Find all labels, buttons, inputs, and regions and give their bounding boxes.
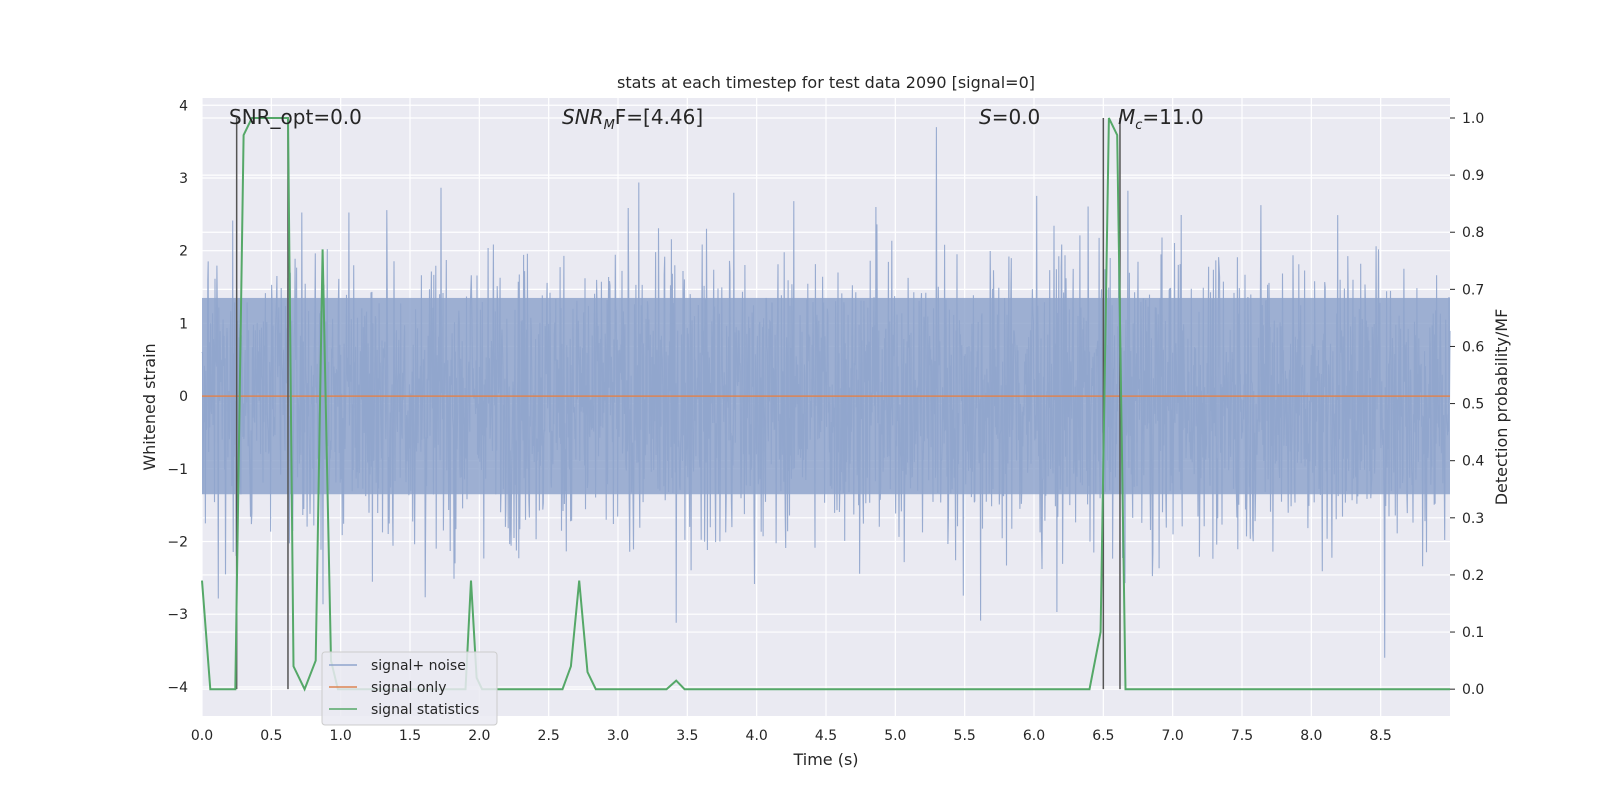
annotation-snr-mf: SNRMF=[4.46]: [562, 105, 703, 133]
y-right-tick-label: 0.7: [1462, 282, 1484, 298]
y-left-tick-label: 1: [179, 316, 188, 332]
y-right-tick-label: 0.2: [1462, 568, 1484, 584]
y-left-tick-label: 2: [179, 244, 188, 260]
y-right-tick-label: 0.8: [1462, 225, 1484, 241]
x-tick-label: 7.5: [1231, 728, 1253, 744]
x-tick-label: 0.0: [191, 728, 213, 744]
legend-box: [321, 651, 498, 726]
s-italic: S: [979, 105, 992, 129]
x-tick-label: 2.0: [468, 728, 490, 744]
mc-sub: c: [1135, 118, 1142, 133]
mc-rest: =11.0: [1142, 105, 1203, 129]
y-left-tick-label: 3: [179, 171, 188, 187]
s-rest: =0.0: [992, 105, 1041, 129]
legend-label-signal-statistics: signal statistics: [371, 702, 479, 718]
x-tick-label: 2.5: [538, 728, 560, 744]
mc-base: M: [1118, 105, 1135, 129]
y-right-tick-label: 0.1: [1462, 625, 1484, 641]
snr-mf-sub: M: [604, 118, 615, 133]
x-tick-label: 1.0: [330, 728, 352, 744]
legend-label-signal-noise: signal+ noise: [371, 658, 466, 674]
y-right-tick-label: 0.4: [1462, 454, 1484, 470]
y-right-tick-label: 0.3: [1462, 511, 1484, 527]
legend: signal+ noise signal only signal statist…: [321, 651, 498, 726]
snr-mf-base: SNR: [562, 105, 604, 129]
y-right-tick-label: 1.0: [1462, 111, 1484, 127]
y-left-tick-label: −3: [167, 607, 188, 623]
x-tick-label: 8.5: [1370, 728, 1392, 744]
y-left-tick-label: 0: [179, 389, 188, 405]
y-left-tick-label: −2: [167, 535, 188, 551]
x-tick-label: 1.5: [399, 728, 421, 744]
tick-labels: 0.0 0.5 1.0 1.5 2.0 2.5 3.0 3.5 4.0 4.5 5.0 5.5 6.0 6…: [167, 98, 1484, 744]
chart-title: stats at each timestep for test data 209…: [617, 73, 1035, 92]
snr-mf-rest: F=[4.46]: [615, 105, 703, 129]
y-left-tick-label: −1: [167, 462, 188, 478]
y-right-tick-label: 0.0: [1462, 682, 1484, 698]
x-tick-label: 6.0: [1023, 728, 1045, 744]
annotation-s: S=0.0: [979, 105, 1040, 129]
x-tick-label: 8.0: [1300, 728, 1322, 744]
x-tick-label: 7.0: [1162, 728, 1184, 744]
y-left-tick-label: 4: [179, 98, 188, 114]
x-tick-label: 6.5: [1092, 728, 1114, 744]
y-right-tick-label: 0.9: [1462, 168, 1484, 184]
x-axis-label: Time (s): [792, 750, 858, 769]
x-tick-label: 3.5: [676, 728, 698, 744]
y-right-tick-label: 0.5: [1462, 397, 1484, 413]
annotation-mc: Mc=11.0: [1118, 105, 1204, 133]
x-tick-label: 4.0: [746, 728, 768, 744]
x-tick-label: 4.5: [815, 728, 837, 744]
x-tick-label: 5.5: [954, 728, 976, 744]
y-right-tick-label: 0.6: [1462, 339, 1484, 355]
y-left-tick-label: −4: [167, 680, 188, 696]
y-axis-left-label: Whitened strain: [140, 343, 159, 470]
annotation-snr-opt: SNR_opt=0.0: [229, 105, 362, 129]
x-tick-label: 5.0: [884, 728, 906, 744]
legend-label-signal-only: signal only: [371, 680, 446, 696]
x-tick-label: 0.5: [260, 728, 282, 744]
x-tick-label: 3.0: [607, 728, 629, 744]
y-axis-right-label: Detection probability/MF: [1492, 309, 1511, 506]
